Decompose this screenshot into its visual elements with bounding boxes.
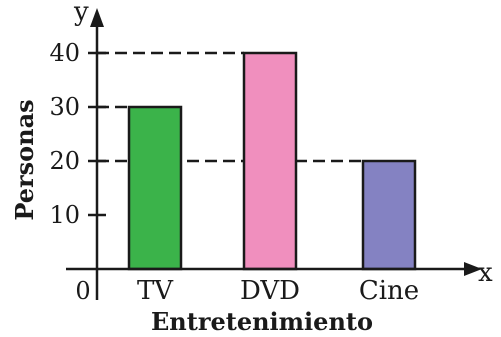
category-label-dvd: DVD bbox=[240, 276, 300, 306]
bar-dvd bbox=[242, 51, 298, 271]
y-axis-arrow-icon bbox=[90, 8, 104, 27]
category-label-tv: TV bbox=[137, 276, 174, 306]
x-axis-title: Entretenimiento bbox=[151, 307, 373, 336]
y-tick-label: 40 bbox=[49, 39, 80, 67]
bars bbox=[127, 51, 417, 271]
category-labels: TV DVD Cine bbox=[137, 276, 419, 306]
y-tick-label: 30 bbox=[49, 93, 80, 121]
y-ticks: 10 20 30 40 bbox=[49, 39, 106, 229]
origin-label: 0 bbox=[75, 277, 90, 305]
x-axis-arrow-icon bbox=[464, 262, 482, 276]
x-axis-letter: x bbox=[478, 258, 493, 288]
axes bbox=[66, 8, 482, 300]
y-tick-label: 20 bbox=[49, 147, 80, 175]
bar-cine bbox=[361, 159, 417, 271]
y-axis-letter: y bbox=[73, 0, 89, 27]
category-label-cine: Cine bbox=[359, 276, 419, 306]
bar-tv bbox=[127, 105, 183, 271]
y-axis-title: Personas bbox=[10, 99, 39, 220]
y-tick-label: 10 bbox=[49, 201, 80, 229]
